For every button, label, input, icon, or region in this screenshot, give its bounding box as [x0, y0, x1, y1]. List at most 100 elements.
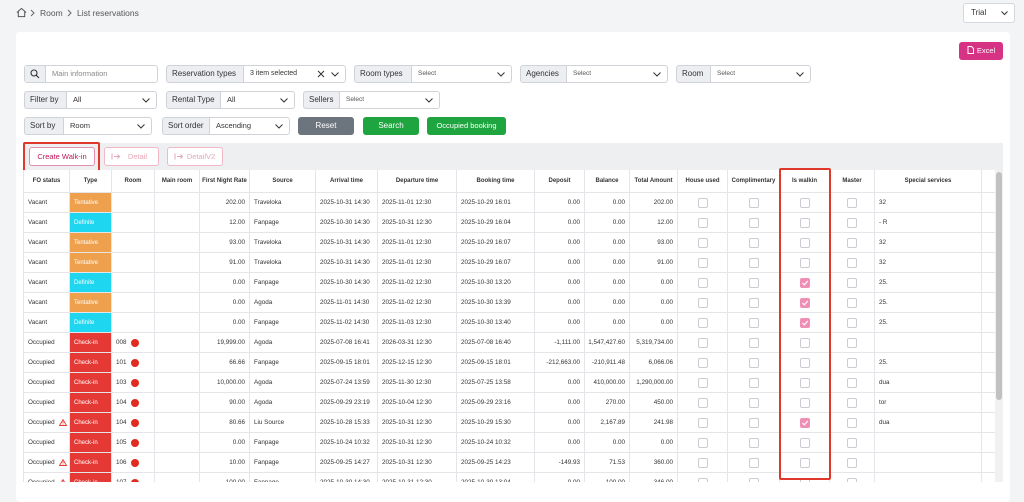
checkbox[interactable]: [697, 397, 708, 408]
filter-select[interactable]: All: [66, 91, 157, 109]
table-cell: 0.00: [535, 293, 585, 313]
table-cell: 105: [112, 433, 155, 453]
table-cell: [728, 193, 780, 213]
balance-text: 0.00: [612, 239, 625, 246]
checkbox[interactable]: [847, 277, 857, 288]
table-cell: Definite: [70, 313, 112, 333]
plan-select[interactable]: Trial: [963, 3, 1015, 23]
checkbox[interactable]: [748, 197, 759, 208]
filter-select[interactable]: Select: [710, 65, 811, 83]
checkbox[interactable]: [748, 397, 759, 408]
reset-button[interactable]: Reset: [298, 117, 354, 135]
header-cell: [982, 170, 995, 193]
table-cell: [678, 353, 728, 373]
checkbox[interactable]: [847, 257, 857, 268]
checkbox[interactable]: [748, 297, 759, 308]
checkbox[interactable]: [697, 377, 708, 388]
filter-select[interactable]: Select: [566, 65, 668, 83]
checkbox[interactable]: [748, 417, 759, 428]
table-cell: 93.00: [630, 233, 678, 253]
checkbox[interactable]: [697, 197, 708, 208]
checkbox[interactable]: [847, 477, 857, 482]
table-cell: [728, 313, 780, 333]
checkbox[interactable]: [799, 317, 810, 328]
table-cell: 2025-09-25 14:27: [316, 453, 378, 473]
filter-select[interactable]: Room: [63, 117, 152, 135]
table-cell: [678, 213, 728, 233]
checkbox[interactable]: [748, 257, 759, 268]
checkbox[interactable]: [847, 457, 857, 468]
checkbox[interactable]: [847, 357, 857, 368]
checkbox[interactable]: [799, 197, 810, 208]
checkbox[interactable]: [748, 317, 759, 328]
filter-select[interactable]: Ascending: [209, 117, 290, 135]
checkbox[interactable]: [799, 397, 810, 408]
checkbox[interactable]: [697, 477, 708, 482]
checkbox[interactable]: [697, 417, 708, 428]
clear-icon[interactable]: [317, 70, 325, 78]
checkbox[interactable]: [847, 197, 857, 208]
checkbox[interactable]: [697, 357, 708, 368]
checkbox[interactable]: [748, 357, 759, 368]
checkbox[interactable]: [748, 277, 759, 288]
search-button[interactable]: Search: [363, 117, 419, 135]
checkbox[interactable]: [697, 317, 708, 328]
header-label: Type: [83, 177, 98, 184]
checkbox[interactable]: [697, 217, 708, 228]
occupied-booking-button[interactable]: Occupied booking: [427, 117, 506, 135]
checkbox[interactable]: [697, 457, 708, 468]
checkbox[interactable]: [847, 297, 857, 308]
checkbox[interactable]: [847, 397, 857, 408]
checkbox[interactable]: [697, 257, 708, 268]
checkbox[interactable]: [799, 377, 810, 388]
deposit-text: 0.00: [567, 279, 580, 286]
departure-text: 2025-11-30 12:30: [382, 379, 432, 386]
checkbox[interactable]: [847, 437, 857, 448]
checkbox[interactable]: [697, 297, 708, 308]
reservation-table: FO status Type Room Main room First Night Ra…: [23, 170, 995, 482]
checkbox[interactable]: [748, 217, 759, 228]
checkbox[interactable]: [799, 277, 810, 288]
checkbox[interactable]: [847, 337, 857, 348]
table-cell: [830, 393, 875, 413]
fo-status-text: Occupied: [28, 419, 55, 426]
checkbox[interactable]: [847, 417, 857, 428]
checkbox[interactable]: [748, 437, 759, 448]
filter-select[interactable]: 3 item selected: [243, 65, 346, 83]
search-box[interactable]: Main information: [24, 65, 158, 83]
checkbox[interactable]: [847, 217, 857, 228]
filter-select[interactable]: Select: [339, 91, 440, 109]
table-cell: Occupied: [24, 413, 70, 433]
table-cell: [982, 373, 995, 393]
balance-text: 0.00: [612, 319, 625, 326]
checkbox[interactable]: [847, 377, 857, 388]
checkbox[interactable]: [799, 337, 810, 348]
checkbox[interactable]: [799, 457, 810, 468]
checkbox[interactable]: [697, 237, 708, 248]
checkbox[interactable]: [799, 417, 810, 428]
checkbox[interactable]: [799, 297, 810, 308]
checkbox[interactable]: [799, 257, 810, 268]
checkbox[interactable]: [799, 217, 810, 228]
scrollbar-thumb[interactable]: [996, 172, 1002, 400]
checkbox[interactable]: [799, 437, 810, 448]
checkbox[interactable]: [847, 237, 857, 248]
checkbox[interactable]: [748, 377, 759, 388]
checkbox[interactable]: [748, 477, 759, 482]
checkbox[interactable]: [799, 357, 810, 368]
breadcrumb-item[interactable]: Room: [40, 8, 63, 18]
checkbox[interactable]: [847, 317, 857, 328]
create-walkin-button[interactable]: Create Walk-in: [29, 147, 95, 166]
filter-select[interactable]: Select: [411, 65, 512, 83]
checkbox[interactable]: [799, 237, 810, 248]
checkbox[interactable]: [697, 277, 708, 288]
excel-button[interactable]: Excel: [959, 42, 1003, 60]
checkbox[interactable]: [748, 237, 759, 248]
checkbox[interactable]: [697, 337, 708, 348]
balance-text: 2,167.89: [600, 419, 625, 426]
filter-select[interactable]: All: [220, 91, 295, 109]
checkbox[interactable]: [748, 457, 759, 468]
home-icon[interactable]: [16, 7, 27, 18]
checkbox[interactable]: [697, 437, 708, 448]
checkbox[interactable]: [748, 337, 759, 348]
